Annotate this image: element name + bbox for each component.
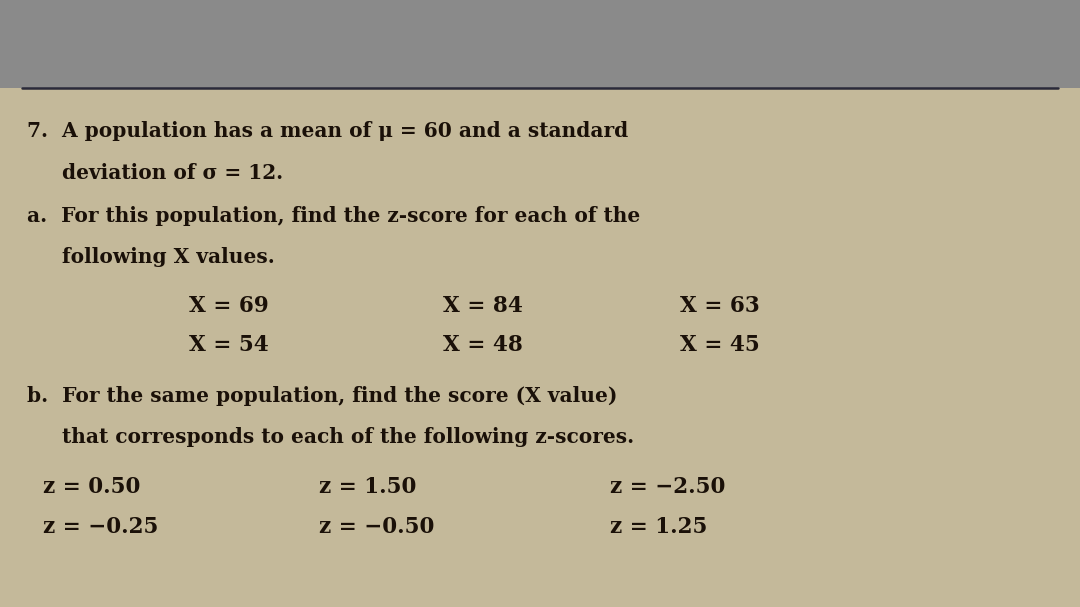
Text: X = 48: X = 48	[443, 334, 523, 356]
Text: X = 69: X = 69	[189, 295, 269, 317]
Text: a.  For this population, find the z-score for each of the: a. For this population, find the z-score…	[27, 206, 640, 226]
Text: X = 84: X = 84	[443, 295, 523, 317]
Text: deviation of σ = 12.: deviation of σ = 12.	[27, 163, 283, 183]
Text: X = 54: X = 54	[189, 334, 269, 356]
Text: z = −2.50: z = −2.50	[610, 476, 726, 498]
Text: z = 1.50: z = 1.50	[319, 476, 416, 498]
Text: z = −0.25: z = −0.25	[43, 515, 159, 538]
Text: X = 45: X = 45	[680, 334, 760, 356]
Text: 7.  A population has a mean of μ = 60 and a standard: 7. A population has a mean of μ = 60 and…	[27, 121, 629, 141]
Text: X = 63: X = 63	[680, 295, 760, 317]
Text: following X values.: following X values.	[27, 247, 274, 267]
Text: z = −0.50: z = −0.50	[319, 515, 434, 538]
Text: z = 1.25: z = 1.25	[610, 515, 707, 538]
Text: that corresponds to each of the following z-scores.: that corresponds to each of the followin…	[27, 427, 634, 447]
Bar	[0, 0, 1080, 88]
Text: z = 0.50: z = 0.50	[43, 476, 140, 498]
Text: b.  For the same population, find the score (X value): b. For the same population, find the sco…	[27, 385, 618, 405]
